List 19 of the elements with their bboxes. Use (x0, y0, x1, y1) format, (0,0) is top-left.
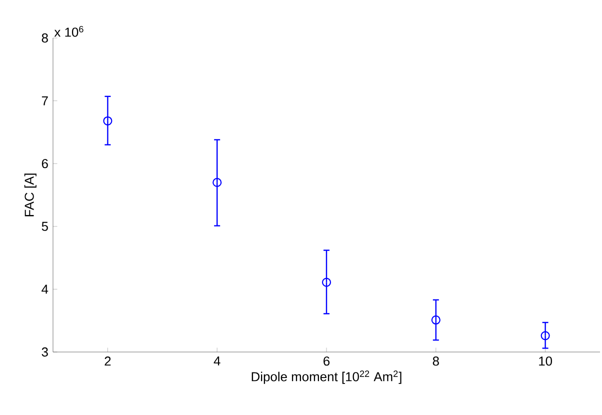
y-tick-label: 3 (42, 347, 48, 357)
x-axis-title: Dipole moment [10$^{22}$ Am$^{2}$] (252, 370, 402, 384)
text: x 10$^{6}$ (54, 26, 84, 37)
y-tick-label: 7 (42, 96, 48, 106)
point (431, 315, 440, 325)
point (103, 116, 112, 126)
x-tick-label: 6 (324, 356, 330, 366)
y-tick-label: 5 (42, 222, 48, 231)
y-tick-label: 6 (42, 159, 48, 168)
point (540, 331, 550, 340)
y-axis-title: FAC [A] (24, 174, 36, 216)
x-tick-label: 8 (432, 356, 439, 366)
y-tick-label: 4 (42, 284, 48, 294)
x-tick-label: 10 (539, 356, 552, 366)
x-tick-label: 4 (214, 356, 220, 366)
point (212, 178, 222, 187)
y-tick-label: 8 (42, 33, 48, 43)
x-tick-label: 2 (104, 356, 111, 366)
point (322, 278, 332, 287)
